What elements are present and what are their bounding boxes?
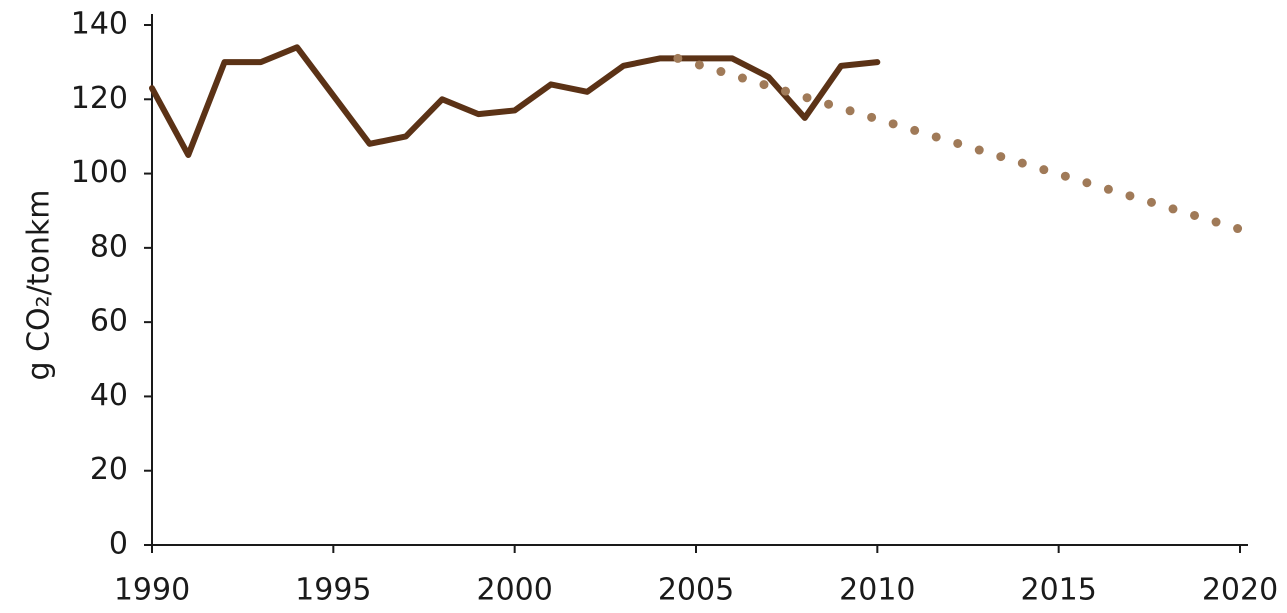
x-tick-label: 2000 (476, 573, 552, 608)
y-tick-label: 0 (109, 527, 128, 562)
x-tick-label: 1995 (295, 573, 371, 608)
y-tick-label: 140 (71, 7, 128, 42)
y-tick-label: 60 (90, 304, 128, 339)
x-tick-label: 2005 (658, 573, 734, 608)
series-line (149, 44, 881, 158)
x-tick-label: 1990 (114, 573, 190, 608)
y-tick-label: 40 (90, 378, 128, 413)
x-tick-label: 2020 (1202, 573, 1278, 608)
y-tick-label: 120 (71, 81, 128, 116)
y-tick-label: 80 (90, 229, 128, 264)
y-tick-label: 100 (71, 155, 128, 190)
series-line (673, 53, 1245, 234)
y-axis-label: g CO₂/tonkm (22, 189, 57, 380)
x-tick-label: 2010 (839, 573, 915, 608)
x-tick-label: 2015 (1020, 573, 1096, 608)
y-tick-label: 20 (90, 452, 128, 487)
